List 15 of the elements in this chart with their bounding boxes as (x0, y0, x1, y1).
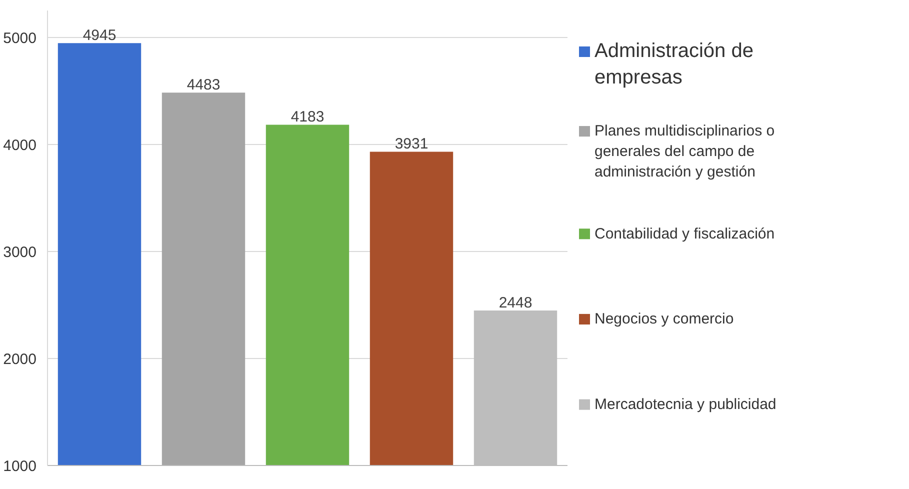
legend-label: Contabilidad y fiscalización (594, 225, 775, 242)
y-tick-label: 4000 (3, 136, 37, 154)
data-label: 4183 (290, 108, 324, 126)
legend-label: Negocios y comercio (594, 310, 734, 328)
data-label: 3931 (394, 136, 428, 153)
data-label: 2448 (498, 294, 532, 312)
legend-label: Administración de empresas (594, 40, 754, 89)
y-tick-label: 3000 (3, 244, 37, 261)
y-tick-label: 2000 (3, 350, 37, 368)
legend-label: Mercadotecnia y publicidad (594, 396, 776, 413)
y-tick-label: 5000 (3, 30, 37, 47)
data-label: 4945 (82, 27, 116, 44)
data-label: 4483 (186, 76, 220, 94)
legend-label: Planes multidisciplinarios o generales del campo de administración y gestión (594, 122, 775, 180)
y-tick-label: 1000 (3, 458, 37, 475)
